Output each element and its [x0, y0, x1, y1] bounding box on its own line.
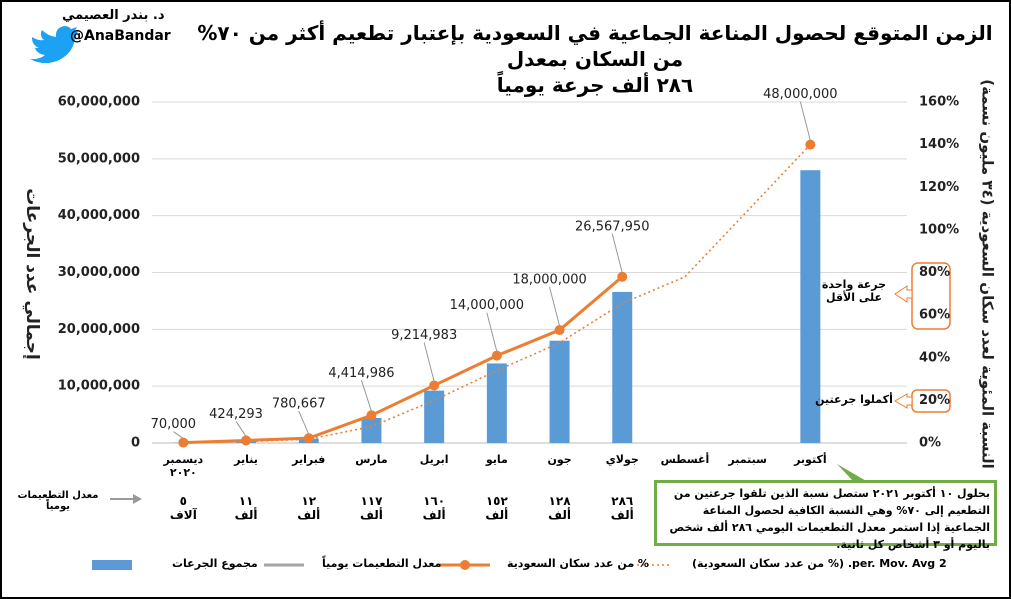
y2-tick-label: 0% — [919, 436, 941, 451]
author: د. بندر العصيمي — [62, 8, 165, 23]
daily-rate-label: ١٢٨ ألف — [548, 494, 571, 522]
daily-rate-label: ١١ ألف — [234, 494, 258, 522]
y2-tick-label: 100% — [919, 222, 959, 237]
bar — [361, 417, 382, 443]
line-marker — [178, 437, 189, 448]
leader-line — [360, 380, 372, 412]
x-tick-label: مايو — [485, 453, 508, 466]
bar-value-label: 18,000,000 — [512, 273, 586, 288]
bracket-arrow — [894, 393, 913, 409]
y-tick-label: 0 — [131, 436, 140, 451]
legend-label: % من عدد سكان السعودية — [507, 557, 649, 570]
y2-tick-label: 80% — [919, 265, 950, 280]
bar — [486, 363, 507, 443]
bar-value-label: 48,000,000 — [763, 87, 837, 102]
legend-label: مجموع الجرعات — [172, 557, 258, 570]
line-marker — [303, 433, 314, 444]
daily-rate-label: ١١٧ ألف — [359, 494, 383, 522]
trend-line — [246, 144, 811, 443]
bar — [612, 292, 633, 443]
daily-rate-label: ١٥٢ ألف — [485, 494, 509, 522]
y2-tick-label: 160% — [919, 95, 959, 110]
line-marker — [429, 380, 440, 391]
daily-rate-label: ١٦٠ ألف — [422, 494, 446, 522]
legend-marker — [460, 560, 470, 570]
y-tick-label: 60,000,000 — [58, 95, 140, 110]
leader-line — [486, 312, 498, 352]
line-marker — [554, 325, 565, 336]
leader-line — [173, 431, 184, 439]
leader-line — [423, 342, 435, 382]
line-marker — [241, 435, 252, 446]
y-tick-label: 10,000,000 — [58, 379, 140, 394]
chart-title: الزمن المتوقع لحصول المناعة الجماعية في … — [197, 21, 993, 97]
x-tick-label: ابريل — [419, 453, 449, 466]
x-tick-label: يناير — [234, 453, 258, 466]
annotation: أكملوا جرعتين — [815, 393, 893, 406]
bar-value-label: 14,000,000 — [450, 298, 524, 313]
x-tick-label: ديسمبر ٢٠٢٠ — [163, 453, 204, 479]
row-label: معدل التطعيمات يومياً — [17, 490, 99, 512]
bar-value-label: 780,667 — [272, 397, 326, 412]
bar-value-label: 424,293 — [209, 407, 263, 422]
leader-line — [611, 233, 623, 273]
leader-line — [235, 421, 247, 437]
leader-line — [298, 410, 310, 435]
leader-line — [549, 286, 561, 327]
line-marker — [617, 271, 628, 282]
bar-value-label: 70,000 — [151, 417, 197, 432]
daily-rate-label: ٢٨٦ ألف — [610, 494, 634, 522]
twitter-icon — [30, 26, 79, 64]
bar-value-label: 4,414,986 — [328, 366, 394, 381]
x-tick-label: جولاي — [605, 453, 639, 466]
leader-line — [799, 101, 811, 141]
y2-axis-label: النسبة المئوية لعدد سكان السعودية (٣٤ مل… — [979, 79, 997, 469]
legend-label: 2 per. Mov. Avg. (% من عدد سكان السعودية… — [692, 557, 947, 570]
row-arrow-head — [133, 494, 142, 504]
y-tick-label: 30,000,000 — [58, 265, 140, 280]
y2-tick-label: 120% — [919, 180, 959, 195]
bar — [424, 390, 445, 443]
bar — [800, 170, 821, 443]
line-marker — [491, 350, 502, 361]
annotation: جرعة واحدة على الأقل — [821, 278, 887, 304]
x-tick-label: مارس — [355, 453, 388, 466]
bar-value-label: 9,214,983 — [391, 328, 457, 343]
legend-swatch — [92, 560, 132, 570]
y2-tick-label: 140% — [919, 137, 959, 152]
x-tick-label: جون — [547, 453, 572, 466]
bracket-arrow — [894, 285, 913, 303]
bar-value-label: 26,567,950 — [575, 219, 649, 234]
x-tick-label: سبتمبر — [728, 453, 767, 466]
y-tick-label: 20,000,000 — [58, 322, 140, 337]
y-axis-label: إجمالي عدد الجرعات — [22, 188, 42, 360]
line-marker — [366, 410, 377, 421]
y2-tick-label: 40% — [919, 350, 950, 365]
x-tick-label: أكتوبر — [794, 453, 827, 466]
legend-label: معدل التطعيمات يومياً — [322, 557, 442, 570]
note-box: بحلول ١٠ أكتوبر ٢٠٢١ ستصل نسبة الذين تلق… — [654, 480, 997, 551]
bar — [549, 340, 570, 443]
y-tick-label: 40,000,000 — [58, 208, 140, 223]
daily-rate-label: ١٢ ألف — [297, 494, 321, 522]
note-pointer — [837, 464, 868, 482]
handle: @AnaBandar — [70, 28, 171, 44]
daily-rate-label: ٥ آلاف — [169, 494, 197, 522]
y-tick-label: 50,000,000 — [58, 151, 140, 166]
y2-tick-label: 60% — [919, 308, 950, 323]
y2-tick-label: 20% — [919, 393, 950, 408]
x-tick-label: أغسطس — [660, 453, 710, 466]
x-tick-label: فبراير — [292, 453, 326, 466]
